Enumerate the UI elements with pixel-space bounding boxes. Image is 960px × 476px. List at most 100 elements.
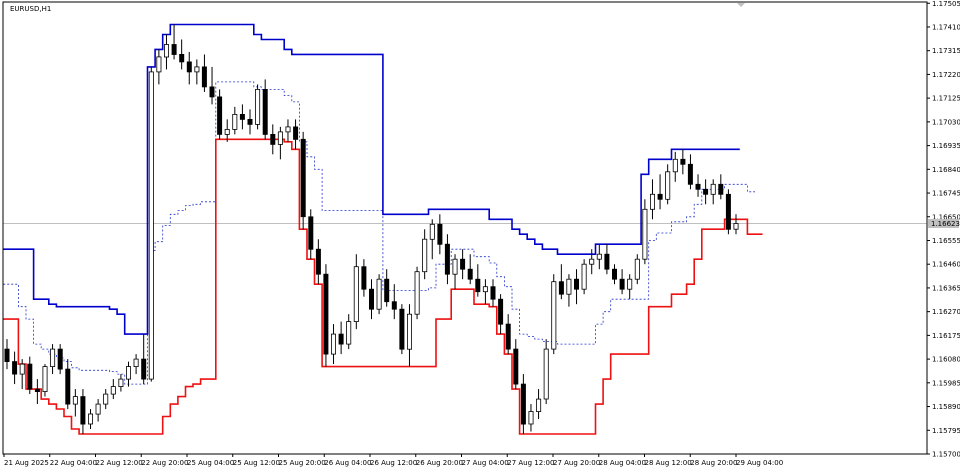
candle-bear xyxy=(520,383,526,425)
candle-bull xyxy=(589,258,595,265)
price-tick-label: 1.16840 xyxy=(932,166,960,174)
time-tick-label: 22 Aug 12:00 xyxy=(96,459,143,467)
candle-bull xyxy=(528,411,534,425)
candle-bull xyxy=(733,223,739,230)
price-axis: 1.17505 1.17410 1.17315 1.17220 1.17125 1.170… xyxy=(927,0,960,459)
candle-bear xyxy=(460,258,466,270)
candle-bull xyxy=(650,193,656,210)
candle-bull xyxy=(42,366,48,393)
price-tick-label: 1.15795 xyxy=(932,427,960,435)
price-tick-label: 1.16270 xyxy=(932,308,960,316)
candle-bear xyxy=(619,278,625,290)
candle-bear xyxy=(718,183,724,195)
candle-bear xyxy=(687,163,693,185)
price-tick-label: 1.16460 xyxy=(932,261,960,269)
price-tick-label: 1.17220 xyxy=(932,71,960,79)
candle-bull xyxy=(642,208,648,260)
candle-bear xyxy=(239,114,245,120)
candle-bear xyxy=(574,278,580,290)
price-tick-label: 1.16555 xyxy=(932,237,960,245)
candle-bear xyxy=(703,188,709,195)
candle-bear xyxy=(391,301,397,310)
time-tick-label: 27 Aug 04:00 xyxy=(462,459,509,467)
candle-bull xyxy=(482,286,488,293)
candle-bull xyxy=(126,366,132,380)
price-tick-label: 1.16745 xyxy=(932,190,960,198)
time-tick-label: 28 Aug 20:00 xyxy=(690,459,737,467)
candle-bear xyxy=(179,54,185,63)
candle-bear xyxy=(604,253,610,270)
candle-bull xyxy=(627,278,633,290)
candle-bull xyxy=(581,263,587,290)
time-tick-label: 21 Aug 2025 xyxy=(4,459,49,467)
time-tick-label: 28 Aug 12:00 xyxy=(645,459,692,467)
candle-bull xyxy=(88,413,94,425)
candle-bull xyxy=(406,313,412,350)
time-tick-label: 27 Aug 20:00 xyxy=(553,459,600,467)
candle-bear xyxy=(315,248,321,275)
channel-bands-layer xyxy=(3,23,763,435)
candle-bear xyxy=(27,363,33,390)
candles-layer xyxy=(4,24,739,435)
price-tick-label: 1.16175 xyxy=(932,332,960,340)
price-tick-label: 1.16365 xyxy=(932,284,960,292)
price-tick-label: 1.17030 xyxy=(932,118,960,126)
price-tick-label: 1.16650 xyxy=(932,213,960,221)
candle-bull xyxy=(194,66,200,73)
candle-bull xyxy=(50,348,56,368)
lower-channel-line xyxy=(3,138,763,435)
candle-bear xyxy=(338,333,344,345)
time-tick-label: 26 Aug 04:00 xyxy=(324,459,371,467)
candle-bull xyxy=(118,378,124,388)
price-tick-label: 1.17505 xyxy=(932,0,960,8)
candle-bull xyxy=(133,358,139,368)
candle-bull xyxy=(452,258,458,275)
candle-bull xyxy=(422,238,428,273)
candle-bull xyxy=(330,333,336,355)
symbol-timeframe-label: EURUSD,H1 xyxy=(10,5,51,13)
candle-bear xyxy=(323,273,329,355)
candle-bear xyxy=(262,89,268,135)
chart-shift-marker-icon[interactable] xyxy=(737,3,745,7)
candle-bear xyxy=(12,361,18,375)
candle-bear xyxy=(65,368,71,405)
candle-bear xyxy=(34,388,40,393)
candle-bear xyxy=(361,266,367,290)
candle-bear xyxy=(293,126,299,140)
candle-bull xyxy=(19,363,25,375)
candle-bear xyxy=(57,348,63,370)
candle-bull xyxy=(596,253,602,260)
candle-bear xyxy=(217,96,223,135)
candle-bear xyxy=(4,348,10,363)
candle-bear xyxy=(80,396,86,425)
candle-bull xyxy=(255,89,261,125)
current-price-marker: 1.16623 xyxy=(928,219,960,228)
candle-bear xyxy=(186,61,192,73)
candle-bull xyxy=(156,56,162,73)
price-tick-label: 1.17315 xyxy=(932,47,960,55)
time-tick-label: 29 Aug 04:00 xyxy=(736,459,783,467)
candle-bear xyxy=(368,288,374,310)
candle-bear xyxy=(209,86,215,98)
candle-bull xyxy=(72,396,78,405)
price-tick-label: 1.16935 xyxy=(932,142,960,150)
candle-bull xyxy=(672,158,678,173)
candle-bear xyxy=(725,193,731,230)
time-tick-label: 25 Aug 20:00 xyxy=(279,459,326,467)
candle-bear xyxy=(505,323,511,350)
candle-bull xyxy=(148,71,154,380)
candle-bull xyxy=(566,278,572,295)
current-price-box xyxy=(928,219,959,228)
candle-bull xyxy=(353,266,359,323)
time-tick-label: 28 Aug 04:00 xyxy=(599,459,646,467)
candle-bear xyxy=(300,138,306,218)
price-tick-label: 1.17410 xyxy=(932,23,960,31)
candle-bull xyxy=(551,281,557,350)
candle-bear xyxy=(695,183,701,190)
candle-bear xyxy=(612,268,618,280)
time-tick-label: 22 Aug 20:00 xyxy=(141,459,188,467)
candle-bull xyxy=(710,183,716,195)
candle-bear xyxy=(558,281,564,295)
